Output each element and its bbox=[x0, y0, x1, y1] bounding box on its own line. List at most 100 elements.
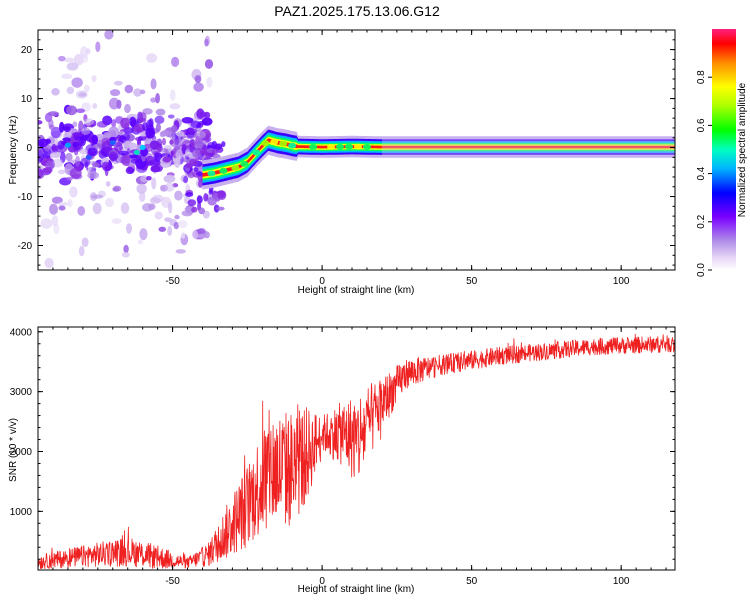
spectrogram-noise-blob bbox=[176, 130, 185, 137]
spectrogram-noise-blob bbox=[78, 120, 84, 132]
spectrogram-noise-blob bbox=[51, 196, 63, 204]
spectrogram-noise-blob bbox=[139, 228, 148, 241]
spectrogram-noise-blob bbox=[193, 167, 199, 172]
spectrogram-noise-blob bbox=[76, 108, 86, 114]
spectrogram-noise-blob bbox=[149, 197, 161, 204]
spectrogram-noise-blob bbox=[123, 127, 134, 134]
spectrogram-noise-blob bbox=[125, 19, 134, 28]
spectrogram-noise-blob bbox=[141, 122, 149, 131]
spectrogram-noise-blob bbox=[118, 150, 129, 156]
spectrogram-noise-blob bbox=[173, 221, 180, 230]
spectrogram-noise-blob bbox=[203, 231, 210, 239]
spectrogram-noise-blob bbox=[171, 56, 180, 67]
spectrogram-noise-blob bbox=[199, 149, 207, 155]
spectrogram-noise-blob bbox=[61, 73, 73, 80]
spectrogram-noise-blob bbox=[185, 128, 198, 135]
spectrogram-noise-blob bbox=[146, 53, 158, 63]
spectrogram-noise-blob bbox=[190, 120, 202, 129]
figure-title: PAZ1.2025.175.13.06.G12 bbox=[274, 3, 440, 19]
spectrogram-noise-blob bbox=[183, 175, 189, 184]
spectrogram-x-label: Height of straight line (km) bbox=[298, 285, 415, 296]
spectrogram-noise-blob bbox=[204, 38, 209, 47]
spectrogram-noise-blob bbox=[197, 233, 206, 239]
spectrogram-noise-blob bbox=[192, 230, 199, 240]
spectrogram-ridge-spot bbox=[207, 170, 216, 177]
spectrogram-noise-blob bbox=[44, 257, 54, 269]
spectrogram-noise-blob bbox=[168, 201, 173, 214]
spectrogram-noise-blob bbox=[71, 77, 83, 88]
spectrogram-noise-blob bbox=[126, 223, 133, 234]
spectrogram-noise-blob bbox=[101, 137, 111, 145]
spectrogram-noise-blob bbox=[150, 165, 161, 173]
spectrogram-noise-blob bbox=[51, 143, 56, 152]
spectrogram-noise-blob bbox=[164, 182, 175, 192]
spectrogram-ridge-spot bbox=[353, 143, 362, 150]
spectrogram-noise-blob bbox=[133, 88, 142, 97]
spectrogram-noise-blob bbox=[175, 149, 183, 160]
spectrogram-noise-blob bbox=[156, 138, 163, 147]
spectrogram-noise-blob bbox=[51, 88, 60, 96]
spectrogram-noise-blob bbox=[38, 119, 43, 125]
spectrogram-noise-blob bbox=[185, 162, 194, 169]
spectrogram-noise-blob bbox=[171, 125, 178, 133]
spectrogram-noise-blob bbox=[155, 123, 161, 133]
spectrogram-noise-blob bbox=[101, 161, 110, 172]
y-tick-label: -20 bbox=[18, 241, 33, 252]
spectrogram-noise-blob bbox=[64, 57, 75, 63]
spectrogram-noise-blob bbox=[79, 148, 88, 155]
colorbar-gradient bbox=[712, 29, 736, 270]
spectrogram-hot-spot bbox=[85, 154, 92, 160]
spectrogram-noise-blob bbox=[92, 102, 98, 109]
spectrogram-noise-blob bbox=[38, 150, 44, 162]
spectrogram-noise-blob bbox=[43, 166, 53, 174]
spectrogram-noise-blob bbox=[49, 152, 61, 158]
x-tick-label: -50 bbox=[165, 276, 180, 287]
spectrogram-noise-blob bbox=[159, 131, 166, 138]
spectrogram-noise-blob bbox=[181, 117, 194, 124]
spectrogram-noise-blob bbox=[167, 114, 175, 119]
spectrogram-noise-blob bbox=[206, 76, 213, 88]
spectrogram-noise-blob bbox=[105, 197, 115, 208]
spectrogram-noise-blob bbox=[112, 185, 122, 192]
colorbar-ticks: 0.0 0.2 0.4 0.6 0.8 bbox=[696, 70, 712, 277]
spectrogram-noise-blob bbox=[154, 115, 165, 124]
spectrogram-noise-blob bbox=[65, 152, 73, 162]
spectrogram-noise-blob bbox=[204, 59, 214, 69]
spectrogram-noise-blob bbox=[91, 194, 104, 199]
colorbar-tick-label: 0.0 bbox=[696, 263, 707, 277]
spectrogram-noise-blob bbox=[136, 138, 142, 147]
spectrogram-noise-blob bbox=[203, 193, 209, 202]
x-tick-label: 100 bbox=[613, 576, 630, 587]
colorbar: 0.0 0.2 0.4 0.6 0.8 Normalized spectral ampl… bbox=[696, 29, 748, 277]
spectrogram-noise-blob bbox=[79, 23, 87, 30]
spectrogram-ridge-spot bbox=[288, 142, 297, 149]
spectrogram-noise-blob bbox=[69, 186, 78, 198]
spectrogram-noise-blob bbox=[127, 113, 138, 119]
snr-series-line bbox=[38, 333, 675, 570]
spectrogram-noise-blob bbox=[58, 169, 66, 175]
colorbar-label: Normalized spectral amplitude bbox=[737, 82, 748, 217]
spectrogram-noise-blob bbox=[216, 206, 225, 211]
spectrogram-noise-blob bbox=[116, 300, 125, 307]
spectrogram-noise-blob bbox=[48, 124, 55, 130]
spectrogram-noise-blob bbox=[88, 147, 98, 157]
spectrogram-hot-spot bbox=[133, 149, 140, 155]
spectrogram-ridge-spot bbox=[279, 140, 288, 147]
spectrogram-ridge-spot bbox=[219, 167, 228, 174]
spectrogram-noise-blob bbox=[91, 75, 97, 83]
spectrogram-noise-blob bbox=[49, 203, 59, 215]
spectrogram-noise-blob bbox=[196, 171, 204, 176]
spectrogram-noise-blob bbox=[104, 30, 114, 40]
spectrogram-noise-blob bbox=[121, 154, 131, 167]
colorbar-tick-label: 0.8 bbox=[696, 70, 707, 84]
spectrogram-noise-blob bbox=[158, 226, 167, 232]
spectrogram-noise-blob bbox=[154, 211, 163, 220]
spectrogram-noise-blob bbox=[184, 134, 197, 140]
spectrogram-noise-blob bbox=[161, 137, 166, 146]
spectrogram-noise-blob bbox=[111, 218, 122, 224]
spectrogram-ridge-spot bbox=[345, 143, 354, 150]
spectrogram-ridge-spot bbox=[261, 140, 270, 147]
spectrogram-noise-blob bbox=[109, 14, 116, 25]
spectrogram-noise-blob bbox=[187, 199, 197, 207]
